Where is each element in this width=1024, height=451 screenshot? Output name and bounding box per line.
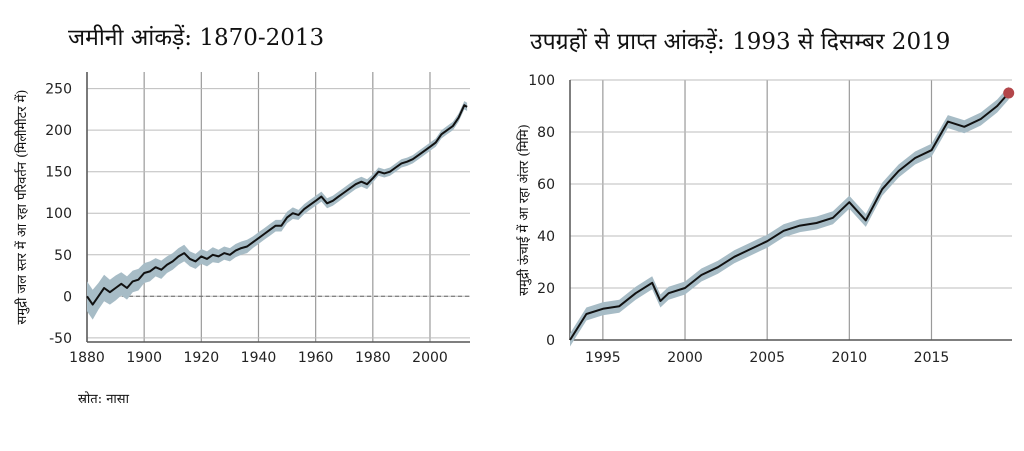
x-tick-label: 1995	[585, 350, 621, 366]
x-tick-label: 1880	[69, 350, 105, 366]
x-tick-label: 2005	[749, 350, 785, 366]
y-tick-label: 20	[537, 281, 555, 297]
y-tick-label: 0	[63, 289, 72, 305]
y-tick-label: -50	[49, 331, 72, 347]
x-tick-label: 2000	[412, 350, 448, 366]
chart-2-title: उपग्रहों से प्राप्त आंकड़ें: 1993 से दिस…	[530, 29, 951, 55]
x-tick-label: 1900	[126, 350, 162, 366]
y-tick-label: 200	[45, 123, 72, 139]
x-tick-label: 1980	[355, 350, 391, 366]
latest-value-marker	[1003, 87, 1015, 99]
series-line	[86, 104, 468, 306]
uncertainty-band	[87, 101, 468, 320]
series-line	[569, 92, 1010, 341]
y-tick-label: 100	[45, 206, 72, 222]
y-axis-label: समुद्री ऊंचाई में आ रहा अंतर (मिमि)	[516, 124, 532, 296]
x-tick-label: 2000	[667, 350, 703, 366]
x-tick-label: 2010	[832, 350, 868, 366]
y-tick-label: 0	[546, 333, 555, 349]
chart-1: 1880 1900 1920 1940 1960 1980 2000 -50 0 50 100 150…	[14, 72, 470, 366]
y-tick-label: 80	[537, 125, 555, 141]
x-tick-label: 1940	[241, 350, 277, 366]
x-tick-label: 1960	[298, 350, 334, 366]
y-tick-label: 40	[537, 229, 555, 245]
chart-2: 1995 2000 2005 2010 2015 0 20 40 60 80 100 समुद्री …	[516, 73, 1015, 366]
y-tick-label: 50	[54, 248, 72, 264]
y-tick-label: 250	[45, 82, 72, 98]
y-tick-label: 60	[537, 177, 555, 193]
source-note: स्रोत: नासा	[78, 392, 129, 407]
uncertainty-band	[570, 86, 1009, 347]
y-axis-label: समुद्री जल स्तर में आ रहा परिवर्तन (मिली…	[14, 90, 30, 325]
x-tick-label: 1920	[184, 350, 220, 366]
y-tick-label: 100	[528, 73, 555, 89]
chart-1-title: जमीनी आंकड़ें: 1870-2013	[68, 25, 325, 51]
x-tick-label: 2015	[914, 350, 950, 366]
y-tick-label: 150	[45, 165, 72, 181]
